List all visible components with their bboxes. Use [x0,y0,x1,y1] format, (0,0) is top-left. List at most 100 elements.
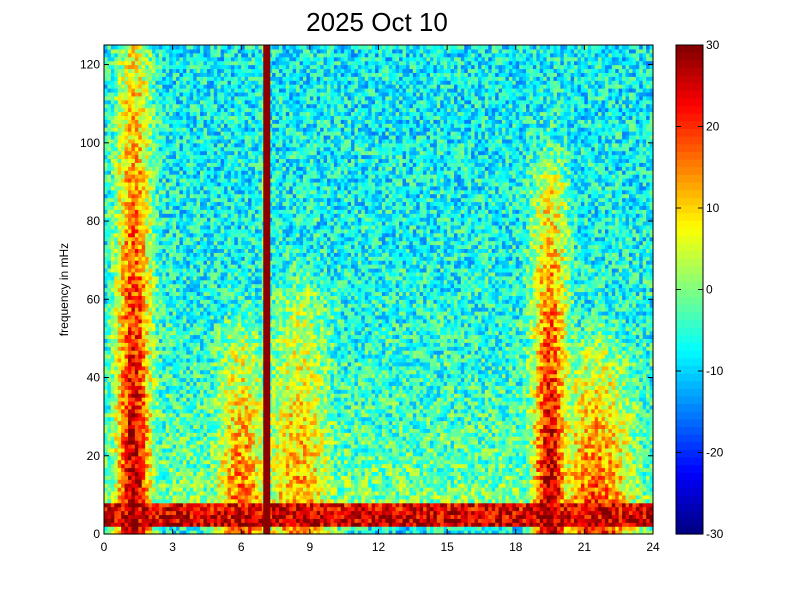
heatmap-cell [117,369,122,375]
heatmap-cell [227,400,232,406]
heatmap-cell [200,510,205,516]
heatmap-cell [182,338,187,343]
heatmap-cell [124,416,129,422]
heatmap-cell [200,178,205,183]
heatmap-cell [104,107,109,113]
heatmap-cell [210,447,215,453]
heatmap-cell [172,291,177,296]
heatmap-cell [152,498,157,504]
heatmap-cell [189,526,194,531]
heatmap-cell [193,91,198,97]
heatmap-cell [162,447,167,453]
heatmap-cell [200,228,205,234]
heatmap-cell [104,428,109,433]
heatmap-cell [131,463,136,469]
heatmap-cell [148,502,153,508]
heatmap-cell [155,381,160,386]
heatmap-cell [196,236,201,242]
heatmap-cell [141,56,146,62]
heatmap-cell [162,189,167,195]
heatmap-cell [172,295,177,300]
heatmap-cell [224,95,229,101]
heatmap-cell [220,84,225,89]
heatmap-cell [155,365,160,371]
heatmap-cell [217,264,222,269]
heatmap-cell [141,455,146,461]
heatmap-cell [152,99,157,105]
heatmap-cell [237,244,242,250]
heatmap-cell [131,236,136,242]
heatmap-cell [158,291,163,296]
heatmap-cell [134,295,139,300]
heatmap-cell [128,162,133,167]
heatmap-cell [179,311,184,316]
heatmap-cell [182,365,187,371]
heatmap-cell [141,205,146,210]
heatmap-cell [148,178,153,183]
heatmap-cell [237,80,242,85]
heatmap-cell [152,291,157,296]
heatmap-cell [206,197,211,203]
heatmap-cell [128,138,133,144]
heatmap-cell [128,64,133,70]
heatmap-cell [165,68,170,73]
heatmap-cell [220,463,225,469]
heatmap-cell [196,440,201,445]
heatmap-cell [179,334,184,339]
heatmap-cell [104,447,109,453]
heatmap-cell [217,48,222,54]
heatmap-cell [220,510,225,516]
heatmap-cell [148,48,153,54]
heatmap-cell [196,267,201,273]
heatmap-cell [217,80,222,85]
heatmap-cell [220,68,225,73]
heatmap-cell [179,134,184,140]
heatmap-cell [237,342,242,347]
heatmap-cell [162,256,167,261]
heatmap-cell [237,287,242,293]
heatmap-cell [121,287,126,293]
heatmap-cell [138,91,143,97]
heatmap-cell [237,174,242,179]
heatmap-cell [179,338,184,343]
heatmap-cell [138,107,143,113]
heatmap-cell [169,498,174,504]
heatmap-cell [121,338,126,343]
heatmap-cell [152,56,157,62]
heatmap-cell [193,252,198,257]
heatmap-cell [131,506,136,512]
heatmap-cell [213,271,218,277]
heatmap-cell [227,490,232,496]
heatmap-cell [234,64,239,70]
heatmap-cell [162,428,167,433]
heatmap-cell [107,416,112,422]
heatmap-cell [104,134,109,140]
heatmap-cell [134,154,139,160]
heatmap-cell [107,209,112,214]
heatmap-cell [230,221,235,226]
heatmap-cell [158,350,163,355]
heatmap-cell [217,361,222,367]
heatmap-cell [158,412,163,418]
heatmap-cell [134,514,139,519]
heatmap-cell [189,451,194,457]
heatmap-cell [117,530,122,535]
heatmap-cell [110,307,115,312]
heatmap-cell [186,436,191,441]
heatmap-cell [193,303,198,308]
heatmap-cell [176,471,181,476]
heatmap-cell [148,487,153,492]
heatmap-cell [141,369,146,375]
heatmap-cell [152,440,157,445]
heatmap-cell [196,213,201,218]
heatmap-cell [162,361,167,367]
heatmap-cell [193,424,198,429]
heatmap-cell [145,451,150,457]
heatmap-cell [162,498,167,504]
heatmap-cell [134,318,139,324]
heatmap-cell [220,400,225,406]
heatmap-cell [141,295,146,300]
heatmap-cell [230,463,235,469]
heatmap-cell [155,209,160,214]
heatmap-cell [230,170,235,175]
